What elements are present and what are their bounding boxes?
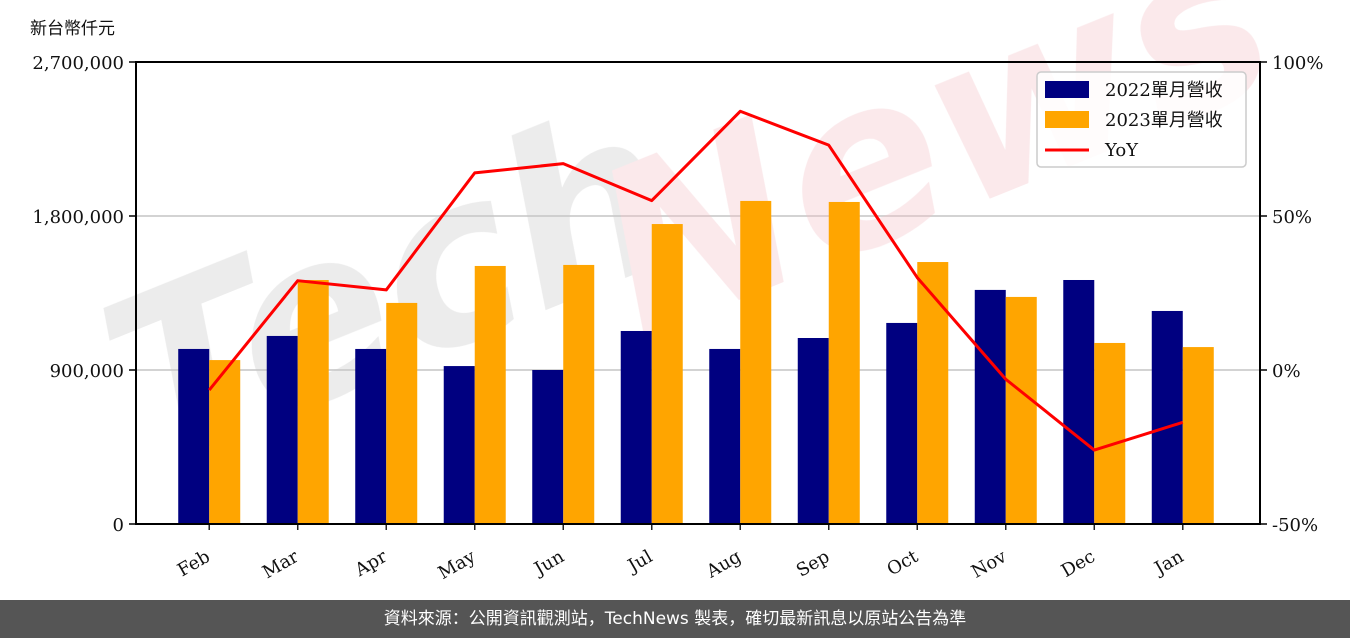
legend: 2022單月營收 2023單月營收 YoY — [1036, 71, 1247, 168]
y2-tick-label: -50% — [1272, 515, 1318, 536]
x-tick-label: Nov — [968, 546, 1011, 583]
yoy-line — [208, 109, 1184, 452]
bars: Feb Mar Apr May Jun Jul Aug Sep Oct Nov Dec Jan — [174, 200, 1214, 584]
bar-jul-2022 — [620, 330, 652, 524]
x-tick-label: Jan — [1149, 546, 1187, 580]
bar-jan-2022 — [1151, 310, 1183, 524]
x-tick-label: Sep — [793, 546, 833, 581]
legend-swatch-1 — [1045, 111, 1089, 128]
source-footer: 資料來源：公開資訊觀測站，TechNews 製表，確切最新訊息以原站公告為準 — [0, 600, 1350, 638]
bar-dec-2022 — [1063, 279, 1095, 524]
bar-oct-2023 — [917, 262, 949, 524]
bar-jul-2023 — [651, 224, 683, 524]
bar-dec-2023 — [1094, 342, 1126, 524]
x-tick-label: May — [435, 546, 480, 584]
bar-sep-2022 — [797, 338, 829, 524]
bar-aug-2023 — [740, 200, 772, 525]
x-tick-label: Feb — [174, 546, 214, 581]
bar-feb-2023 — [209, 360, 241, 524]
y2-tick-label: 0% — [1272, 361, 1301, 382]
legend-swatch-0 — [1045, 81, 1089, 98]
x-tick-label: Apr — [351, 546, 391, 581]
legend-label: 2022單月營收 — [1105, 80, 1223, 101]
y-tick-label: 2,700,000 — [32, 53, 124, 74]
bar-sep-2023 — [828, 201, 860, 525]
bar-may-2022 — [443, 366, 475, 524]
legend-label: YoY — [1104, 140, 1139, 161]
bar-mar-2023 — [297, 279, 329, 524]
y2-tick-label: 50% — [1272, 207, 1312, 228]
bar-apr-2023 — [386, 302, 418, 524]
y-tick-label: 0 — [113, 515, 124, 536]
bar-oct-2022 — [886, 322, 918, 524]
bar-jun-2023 — [563, 264, 595, 524]
bar-nov-2022 — [974, 289, 1006, 524]
bar-mar-2022 — [266, 335, 298, 524]
bar-aug-2022 — [709, 348, 741, 524]
x-tick-label: Dec — [1058, 546, 1099, 582]
axes: 0 900,000 1,800,000 2,700,000 -50% 0% 50% 100% — [32, 53, 1323, 536]
x-tick-label: Jul — [623, 546, 657, 578]
x-tick-label: Aug — [702, 546, 745, 583]
bar-apr-2022 — [355, 348, 387, 524]
y-tick-label: 1,800,000 — [32, 207, 124, 228]
x-tick-label: Mar — [259, 546, 303, 583]
bar-feb-2022 — [178, 348, 210, 524]
bar-jan-2023 — [1182, 347, 1214, 524]
bar-may-2023 — [474, 265, 506, 524]
footer-text: 資料來源：公開資訊觀測站，TechNews 製表，確切最新訊息以原站公告為準 — [383, 609, 967, 629]
y-axis-unit-label: 新台幣仟元 — [30, 19, 115, 39]
x-tick-label: Jun — [529, 546, 568, 581]
bar-nov-2023 — [1005, 296, 1037, 524]
x-tick-label: Oct — [883, 546, 922, 581]
y2-tick-label: 100% — [1272, 53, 1323, 74]
bar-jun-2022 — [532, 370, 564, 524]
y-tick-label: 900,000 — [50, 361, 124, 382]
legend-label: 2023單月營收 — [1105, 110, 1223, 131]
